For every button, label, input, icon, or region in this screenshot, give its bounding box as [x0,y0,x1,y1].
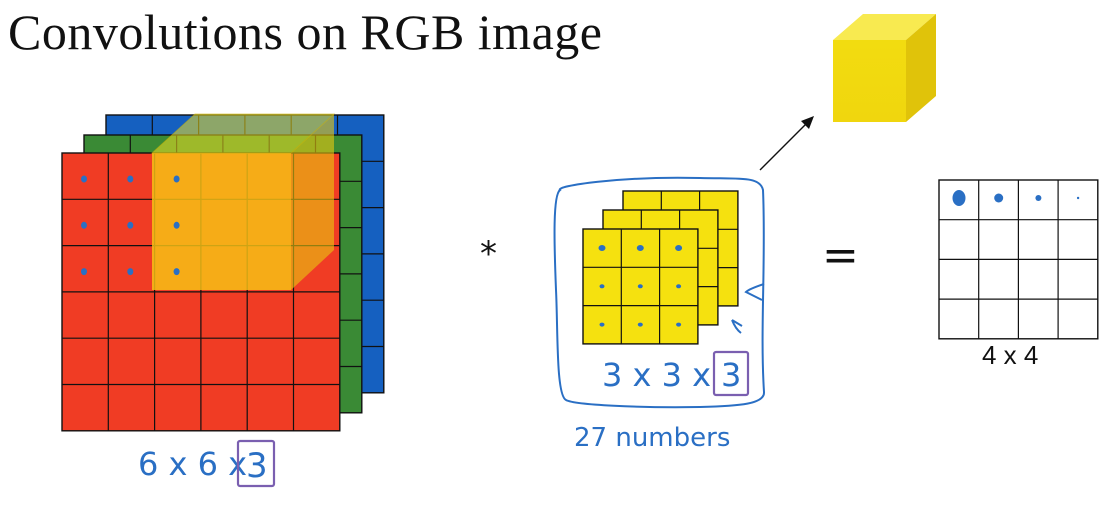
filter-cell-dot [599,322,605,327]
filter-channel-digit: 3 [721,356,741,394]
input-cell-dot [173,221,180,229]
filter-cell-dot [637,284,643,289]
filter-depth-mark [731,319,743,334]
input-cell-dots [81,175,180,276]
filter-cube [833,14,936,122]
input-cell-dot [173,175,180,183]
input-cell-dot [127,175,134,183]
slide-title: Convolutions on RGB image [8,4,603,60]
filter-cell-dot [676,284,682,289]
input-volume [61,113,385,432]
filter-layers [582,190,739,345]
input-cell-dot [81,221,87,229]
filter-group: 3 x 3 x 3 27 numbers [553,176,765,453]
output-grid [938,179,1099,340]
filter-depth-arrow [744,283,765,301]
input-size-annotation: 6 x 6 x 3 [138,439,276,488]
filter-channel-box [712,350,750,397]
input-cell-dot [173,268,180,276]
filter-cell-dot [637,322,643,327]
channel-digit: 3 [246,446,268,486]
filter-overlay-on-input [150,113,336,290]
filter-cell-dot [675,245,683,251]
filter-cell-dot [598,245,606,251]
multiply-operator: * [480,234,497,274]
filter-count-annotation: 27 numbers [574,423,730,453]
input-cell-dot [127,221,134,229]
filter-cell-dot [676,322,682,327]
filter-dots [598,245,683,327]
filter-size-text: 3 x 3 x [602,356,711,394]
arrow-to-cube [759,116,814,171]
input-cell-dot [81,268,87,276]
output-value-dot [952,190,966,206]
equals-operator: = [822,230,859,281]
channel-box [236,439,276,488]
input-cell-dot [127,268,134,276]
input-size-text: 6 x 6 x [138,445,247,483]
filter-cell-dot [599,284,605,289]
output-value-dot [994,193,1004,203]
input-cell-dot [81,175,87,183]
output-size-label: 4 x 4 [982,340,1039,370]
output-value-dot [1035,195,1042,201]
filter-outline-bubble [553,176,765,409]
output-value-dot [1076,196,1080,200]
filter-cell-dot [636,245,644,251]
